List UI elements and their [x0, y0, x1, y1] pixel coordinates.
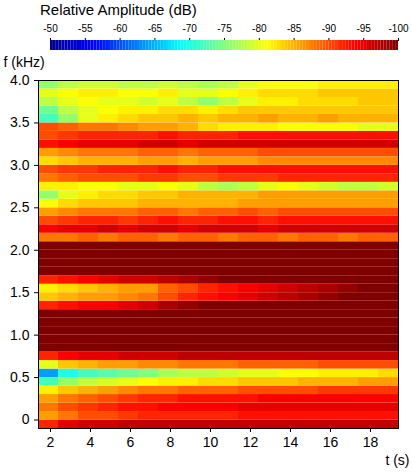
svg-text:2.0: 2.0 [10, 242, 30, 258]
svg-text:12: 12 [243, 434, 259, 450]
svg-text:-50: -50 [43, 23, 58, 34]
svg-text:2: 2 [47, 434, 55, 450]
svg-text:16: 16 [323, 434, 339, 450]
svg-text:8: 8 [167, 434, 175, 450]
svg-text:0: 0 [22, 411, 30, 427]
svg-text:-75: -75 [217, 23, 232, 34]
svg-text:6: 6 [127, 434, 135, 450]
svg-text:-95: -95 [356, 23, 371, 34]
svg-text:3.5: 3.5 [10, 114, 30, 130]
svg-text:-80: -80 [252, 23, 267, 34]
svg-text:-55: -55 [78, 23, 93, 34]
svg-text:14: 14 [283, 434, 299, 450]
html-text:Relative Amplitude (dB): Relative Amplitude (dB) [40, 1, 197, 18]
svg-text:-100: -100 [388, 23, 408, 34]
svg-text:2.5: 2.5 [10, 199, 30, 215]
svg-text:-90: -90 [322, 23, 337, 34]
svg-text:-85: -85 [287, 23, 302, 34]
svg-text:f (kHz): f (kHz) [4, 54, 45, 70]
svg-text:1.0: 1.0 [10, 327, 30, 343]
svg-text:-70: -70 [182, 23, 197, 34]
svg-text:-60: -60 [113, 23, 128, 34]
svg-text:4.0: 4.0 [10, 72, 30, 88]
svg-text:10: 10 [203, 434, 219, 450]
svg-text:4: 4 [87, 434, 95, 450]
svg-text:-65: -65 [148, 23, 163, 34]
svg-text:18: 18 [363, 434, 379, 450]
svg-text:t (s): t (s) [385, 452, 409, 468]
svg-text:1.5: 1.5 [10, 284, 30, 300]
svg-text:0.5: 0.5 [10, 369, 30, 385]
svg-text:3.0: 3.0 [10, 157, 30, 173]
